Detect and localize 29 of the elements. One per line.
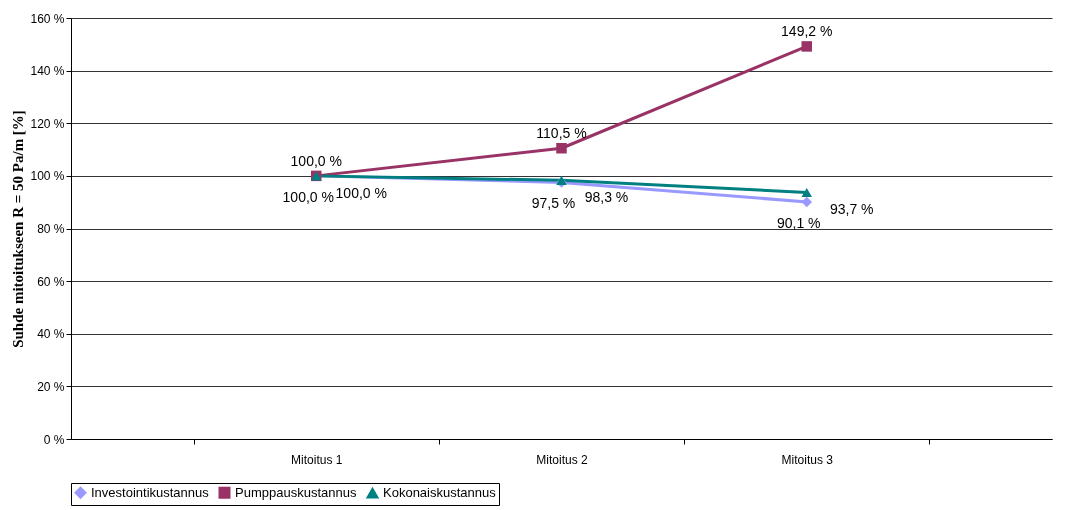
data-label: 100,0 % (282, 188, 334, 205)
x-tick-label: Mitoitus 2 (536, 452, 588, 467)
y-tick-label: 60 % (37, 274, 65, 289)
point (556, 143, 567, 154)
data-label: 97,5 % (531, 195, 576, 212)
data-label: 93,7 % (829, 201, 874, 218)
data-label: 98,3 % (584, 189, 629, 206)
y-tick-label: 80 % (37, 222, 65, 236)
point (801, 41, 812, 52)
data-label: 90,1 % (776, 214, 821, 231)
point (801, 196, 812, 208)
y-tick-label: 40 % (37, 327, 65, 342)
data-label: 100,0 % (290, 152, 342, 169)
y-axis-title: Suhde mitoitukseen R = 50 Pa/m [%] (10, 110, 27, 348)
data-label: 149,2 % (781, 23, 833, 40)
x-tick-label: Mitoitus 3 (781, 452, 834, 467)
y-tick-label: 160 % (30, 11, 65, 26)
y-tick-label: 140 % (30, 64, 65, 79)
x-tick-label: Mitoitus 1 (291, 452, 343, 467)
data-label: 110,5 % (536, 125, 587, 142)
y-tick-label: 100 % (30, 169, 65, 184)
y-tick-label: 20 % (37, 379, 65, 394)
legend-label: Pumppauskustannus (235, 484, 357, 500)
data-label: 100,0 % (335, 184, 387, 201)
y-tick-label: 0 % (43, 432, 65, 447)
legend-label: Investointikustannus (91, 484, 210, 500)
point (801, 187, 812, 197)
y-tick-label: 120 % (30, 116, 65, 131)
legend-label: Kokonaiskustannus (383, 485, 497, 501)
